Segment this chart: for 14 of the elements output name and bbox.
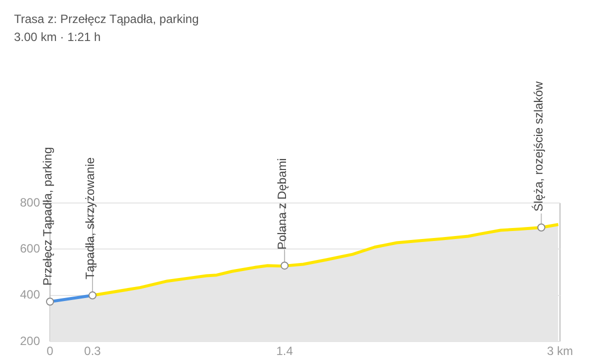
y-tick-label: 400: [20, 288, 40, 302]
annotation: Przełęcz Tąpadła, parking: [40, 147, 54, 286]
annotation: Tąpadła, skrzyżowanie: [82, 157, 97, 280]
y-tick-label: 200: [20, 334, 40, 348]
x-tick-label: 0: [46, 344, 54, 358]
chart-subtitle: 3.00 km · 1:21 h: [14, 29, 102, 46]
x-tick-label: 0.3: [84, 344, 102, 358]
chart-title: Trasa z: Przełęcz Tąpadła, parking: [14, 11, 199, 28]
annotation: Polana z Dębami: [274, 158, 289, 250]
y-tick-label: 800: [20, 195, 40, 210]
y-tick-label: 600: [20, 242, 40, 256]
x-tick-label: 1.4: [276, 344, 294, 358]
annotation: Ślęża, rozejście szlaków: [532, 81, 546, 212]
x-tick-label: 3 km: [546, 344, 574, 358]
